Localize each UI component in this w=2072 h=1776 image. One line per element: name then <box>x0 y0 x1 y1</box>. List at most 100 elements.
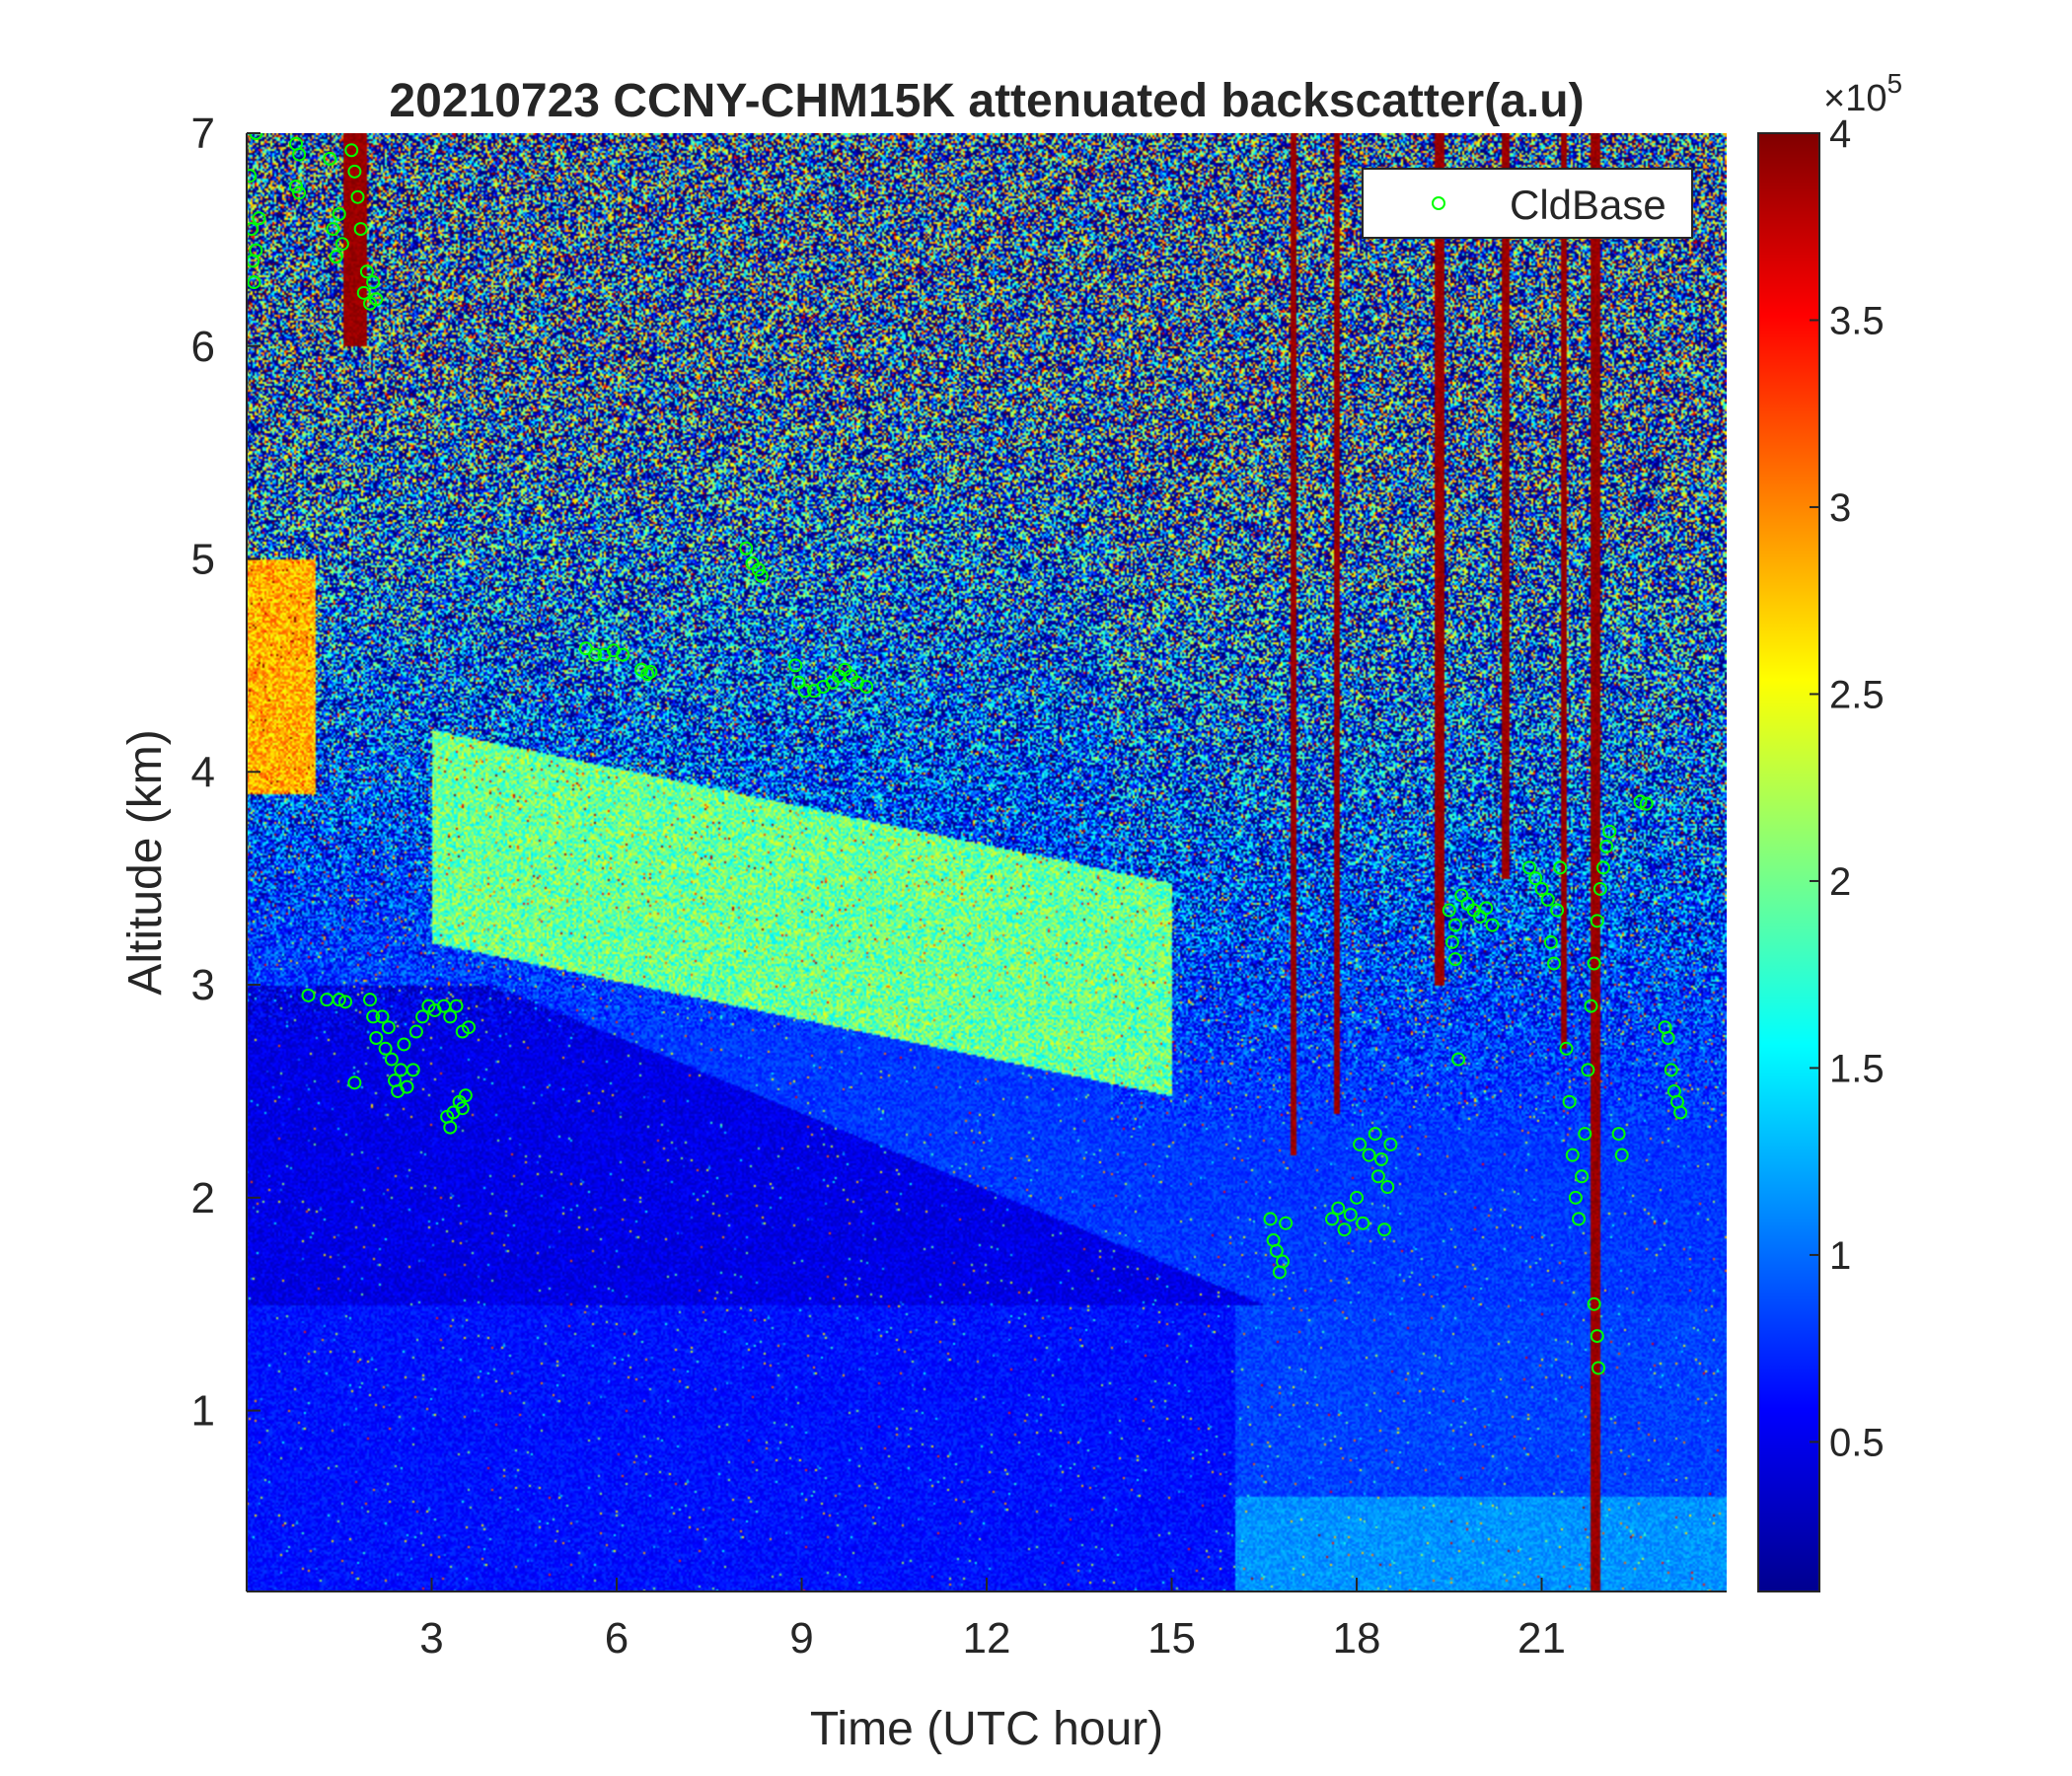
cldbase-point <box>249 243 263 258</box>
cldbase-point <box>1479 901 1494 916</box>
cldbase-point <box>1590 914 1604 928</box>
cldbase-point <box>1591 1361 1605 1375</box>
cldbase-point <box>1568 1190 1583 1205</box>
cldbase-point <box>1575 1169 1590 1184</box>
cldbase-point <box>344 143 359 158</box>
cldbase-point <box>1661 1031 1675 1046</box>
cldbase-point <box>462 1020 476 1035</box>
cldbase-point <box>443 1009 458 1024</box>
chart-title: 20210723 CCNY-CHM15K attenuated backscat… <box>389 75 1584 127</box>
cldbase-point <box>247 222 259 237</box>
cldbase-point <box>1592 881 1607 896</box>
cldbase-point <box>1543 934 1558 949</box>
cldbase-point <box>443 1120 458 1135</box>
y-tick-label: 5 <box>191 536 215 584</box>
cldbase-point <box>1639 796 1654 811</box>
cldbase-point <box>252 211 266 226</box>
colorbar-exponent: ×105 <box>1823 68 1902 119</box>
colorbar-exponent-power: 5 <box>1887 68 1902 99</box>
colorbar-tick-label: 3 <box>1829 486 1851 530</box>
cldbase-point <box>1331 1201 1346 1216</box>
cldbase-point <box>797 684 812 699</box>
cldbase-point <box>1565 1147 1580 1162</box>
cldbase-point <box>1581 1063 1595 1077</box>
colorbar-exponent-prefix: ×10 <box>1823 78 1887 119</box>
cldbase-point <box>1350 1190 1364 1205</box>
cldbase-point <box>754 568 769 583</box>
cldbase-point <box>332 206 346 221</box>
cldbase-point <box>326 222 340 237</box>
cldbase-point <box>1263 1212 1278 1226</box>
cldbase-point <box>1572 1212 1586 1226</box>
cldbase-point <box>363 993 377 1007</box>
cldbase-point <box>739 541 754 555</box>
cldbase-point <box>1380 1180 1395 1195</box>
cldbase-point <box>578 641 593 656</box>
cldbase-point <box>1590 1329 1604 1344</box>
cldbase-point <box>1485 918 1500 932</box>
cldbase-point <box>1337 1222 1352 1237</box>
cldbase-point <box>292 185 307 200</box>
cldbase-point <box>369 1031 384 1046</box>
y-tick-label: 1 <box>191 1387 215 1436</box>
cldbase-point <box>1370 1169 1385 1184</box>
cldbase-point <box>1279 1216 1294 1230</box>
cldbase-point <box>347 164 362 179</box>
cldbase-point <box>1587 1296 1601 1311</box>
x-tick-label: 3 <box>419 1614 443 1663</box>
cldbase-point <box>1562 1094 1577 1109</box>
colorbar: 0.5 1 1.5 2 2.5 3 3.5 4 ×105 <box>1757 68 1902 1592</box>
cldbase-point <box>1553 860 1568 875</box>
cldbase-point <box>1377 1222 1392 1237</box>
cldbase-point <box>1451 1052 1466 1067</box>
colorbar-tick-label: 0.5 <box>1829 1421 1885 1464</box>
legend-box <box>1362 168 1693 239</box>
cldbase-point <box>643 664 658 679</box>
cldbase-point <box>378 1041 393 1056</box>
cldbase-point <box>1448 952 1462 967</box>
cldbase-point <box>1528 871 1543 886</box>
cldbase-point <box>247 169 258 184</box>
cldbase-point <box>1540 892 1555 907</box>
cldbase-point <box>1343 1208 1358 1222</box>
cldbase-point <box>332 993 346 1007</box>
cldbase-point <box>359 264 374 279</box>
cldbase-point <box>384 1052 399 1067</box>
cldbase-point <box>751 562 766 577</box>
cldbase-point <box>1596 860 1610 875</box>
cldbase-point <box>1442 903 1456 918</box>
cldbase-point <box>788 658 803 673</box>
colorbar-tick-label: 2.5 <box>1829 673 1885 716</box>
cldbase-point <box>1448 918 1462 932</box>
cldbase-point <box>1664 1063 1678 1077</box>
cldbase-point <box>366 1009 381 1024</box>
x-tick-label: 18 <box>1333 1614 1381 1663</box>
cldbase-point <box>1276 1254 1290 1269</box>
colorbar-gradient <box>1757 132 1820 1592</box>
cldbase-point <box>1559 1041 1574 1056</box>
cldbase-point <box>353 222 368 237</box>
cldbase-markers <box>247 133 1688 1375</box>
colorbar-tick-label: 1.5 <box>1829 1047 1885 1090</box>
cldbase-point <box>1325 1212 1339 1226</box>
cldbase-point <box>1444 934 1459 949</box>
cldbase-point <box>1368 1127 1382 1142</box>
cldbase-point <box>1374 1151 1388 1166</box>
cldbase-point <box>455 1101 470 1116</box>
y-axis: 1 2 3 4 5 6 7 <box>191 110 260 1591</box>
x-tick-label: 6 <box>605 1614 629 1663</box>
cldbase-point <box>323 151 337 166</box>
y-axis-label: Altitude (km) <box>119 729 172 995</box>
cldbase-point <box>449 999 464 1013</box>
colorbar-tick-label: 2 <box>1829 860 1851 904</box>
colorbar-ticks: 0.5 1 1.5 2 2.5 3 3.5 4 <box>1810 112 1885 1464</box>
cldbase-point <box>1599 839 1614 853</box>
cldbase-point <box>640 667 655 682</box>
cldbase-point <box>1362 1147 1376 1162</box>
cldbase-point <box>1614 1147 1629 1162</box>
cldbase-point <box>1522 860 1536 875</box>
y-tick-label: 6 <box>191 323 215 371</box>
legend[interactable]: CldBase <box>1362 168 1693 239</box>
cldbase-point <box>1578 1127 1592 1142</box>
y-tick-label: 7 <box>191 110 215 158</box>
